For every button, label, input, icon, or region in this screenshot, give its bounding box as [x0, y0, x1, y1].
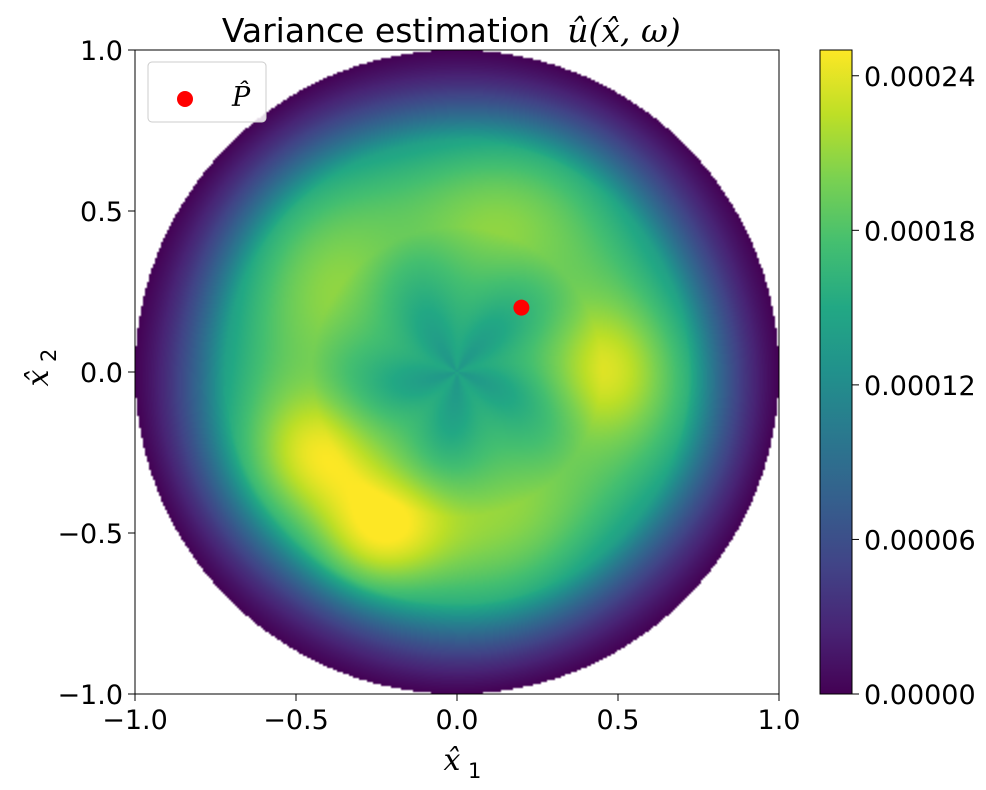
- x-tick-label: −0.5: [263, 705, 329, 736]
- legend: P̂: [147, 61, 267, 123]
- colorbar-tick-label: 0.00018: [864, 216, 976, 247]
- legend-box: [147, 61, 267, 123]
- x-tick-label: 0.0: [436, 705, 479, 736]
- x-axis-ticks: −1.0 −0.5 0.0 0.5 1.0: [102, 694, 800, 736]
- colorbar-tick-label: 0.00012: [864, 371, 976, 402]
- y-axis-label-main: x̂: [21, 369, 56, 386]
- y-tick-label: 0.0: [80, 358, 123, 389]
- x-axis-label: x̂ 1: [444, 743, 482, 783]
- chart-title-text: Variance estimation: [222, 11, 550, 50]
- y-tick-label: 0.5: [80, 197, 123, 228]
- legend-marker-p-hat: [177, 91, 193, 107]
- y-axis-ticks: −1.0 −0.5 0.0 0.5 1.0: [57, 36, 135, 711]
- y-axis-label: x̂ 2: [21, 349, 61, 387]
- y-tick-label: −0.5: [57, 519, 123, 550]
- point-p-hat-marker: [513, 299, 530, 316]
- colorbar-tick-label: 0.00024: [864, 62, 976, 93]
- colorbar-tick-label: 0.00006: [864, 525, 976, 556]
- plot-area: −1.0 −0.5 0.0 0.5 1.0 −1.0 −0.5 0.0 0.5 1.0: [57, 36, 800, 736]
- x-axis-label-sub: 1: [468, 759, 481, 783]
- y-axis-label-sub: 2: [37, 349, 61, 362]
- colorbar-gradient: [819, 49, 853, 695]
- colorbar-tick-label: 0.00000: [864, 680, 976, 711]
- colorbar-ticks: 0.00000 0.00006 0.00012 0.00018 0.00024: [852, 62, 976, 711]
- legend-label-p-hat: P̂: [231, 80, 251, 113]
- x-axis-label-main: x̂: [444, 743, 461, 778]
- chart-title-math: û(x̂, ω): [567, 11, 681, 50]
- x-tick-label: 0.5: [597, 705, 640, 736]
- x-tick-label: −1.0: [102, 705, 168, 736]
- colorbar: 0.00000 0.00006 0.00012 0.00018 0.00024: [819, 49, 976, 711]
- chart-title: Variance estimation û(x̂, ω): [222, 11, 681, 50]
- variance-heatmap: [135, 50, 779, 694]
- x-tick-label: 1.0: [758, 705, 801, 736]
- y-tick-label: −1.0: [57, 680, 123, 711]
- y-tick-label: 1.0: [80, 36, 123, 67]
